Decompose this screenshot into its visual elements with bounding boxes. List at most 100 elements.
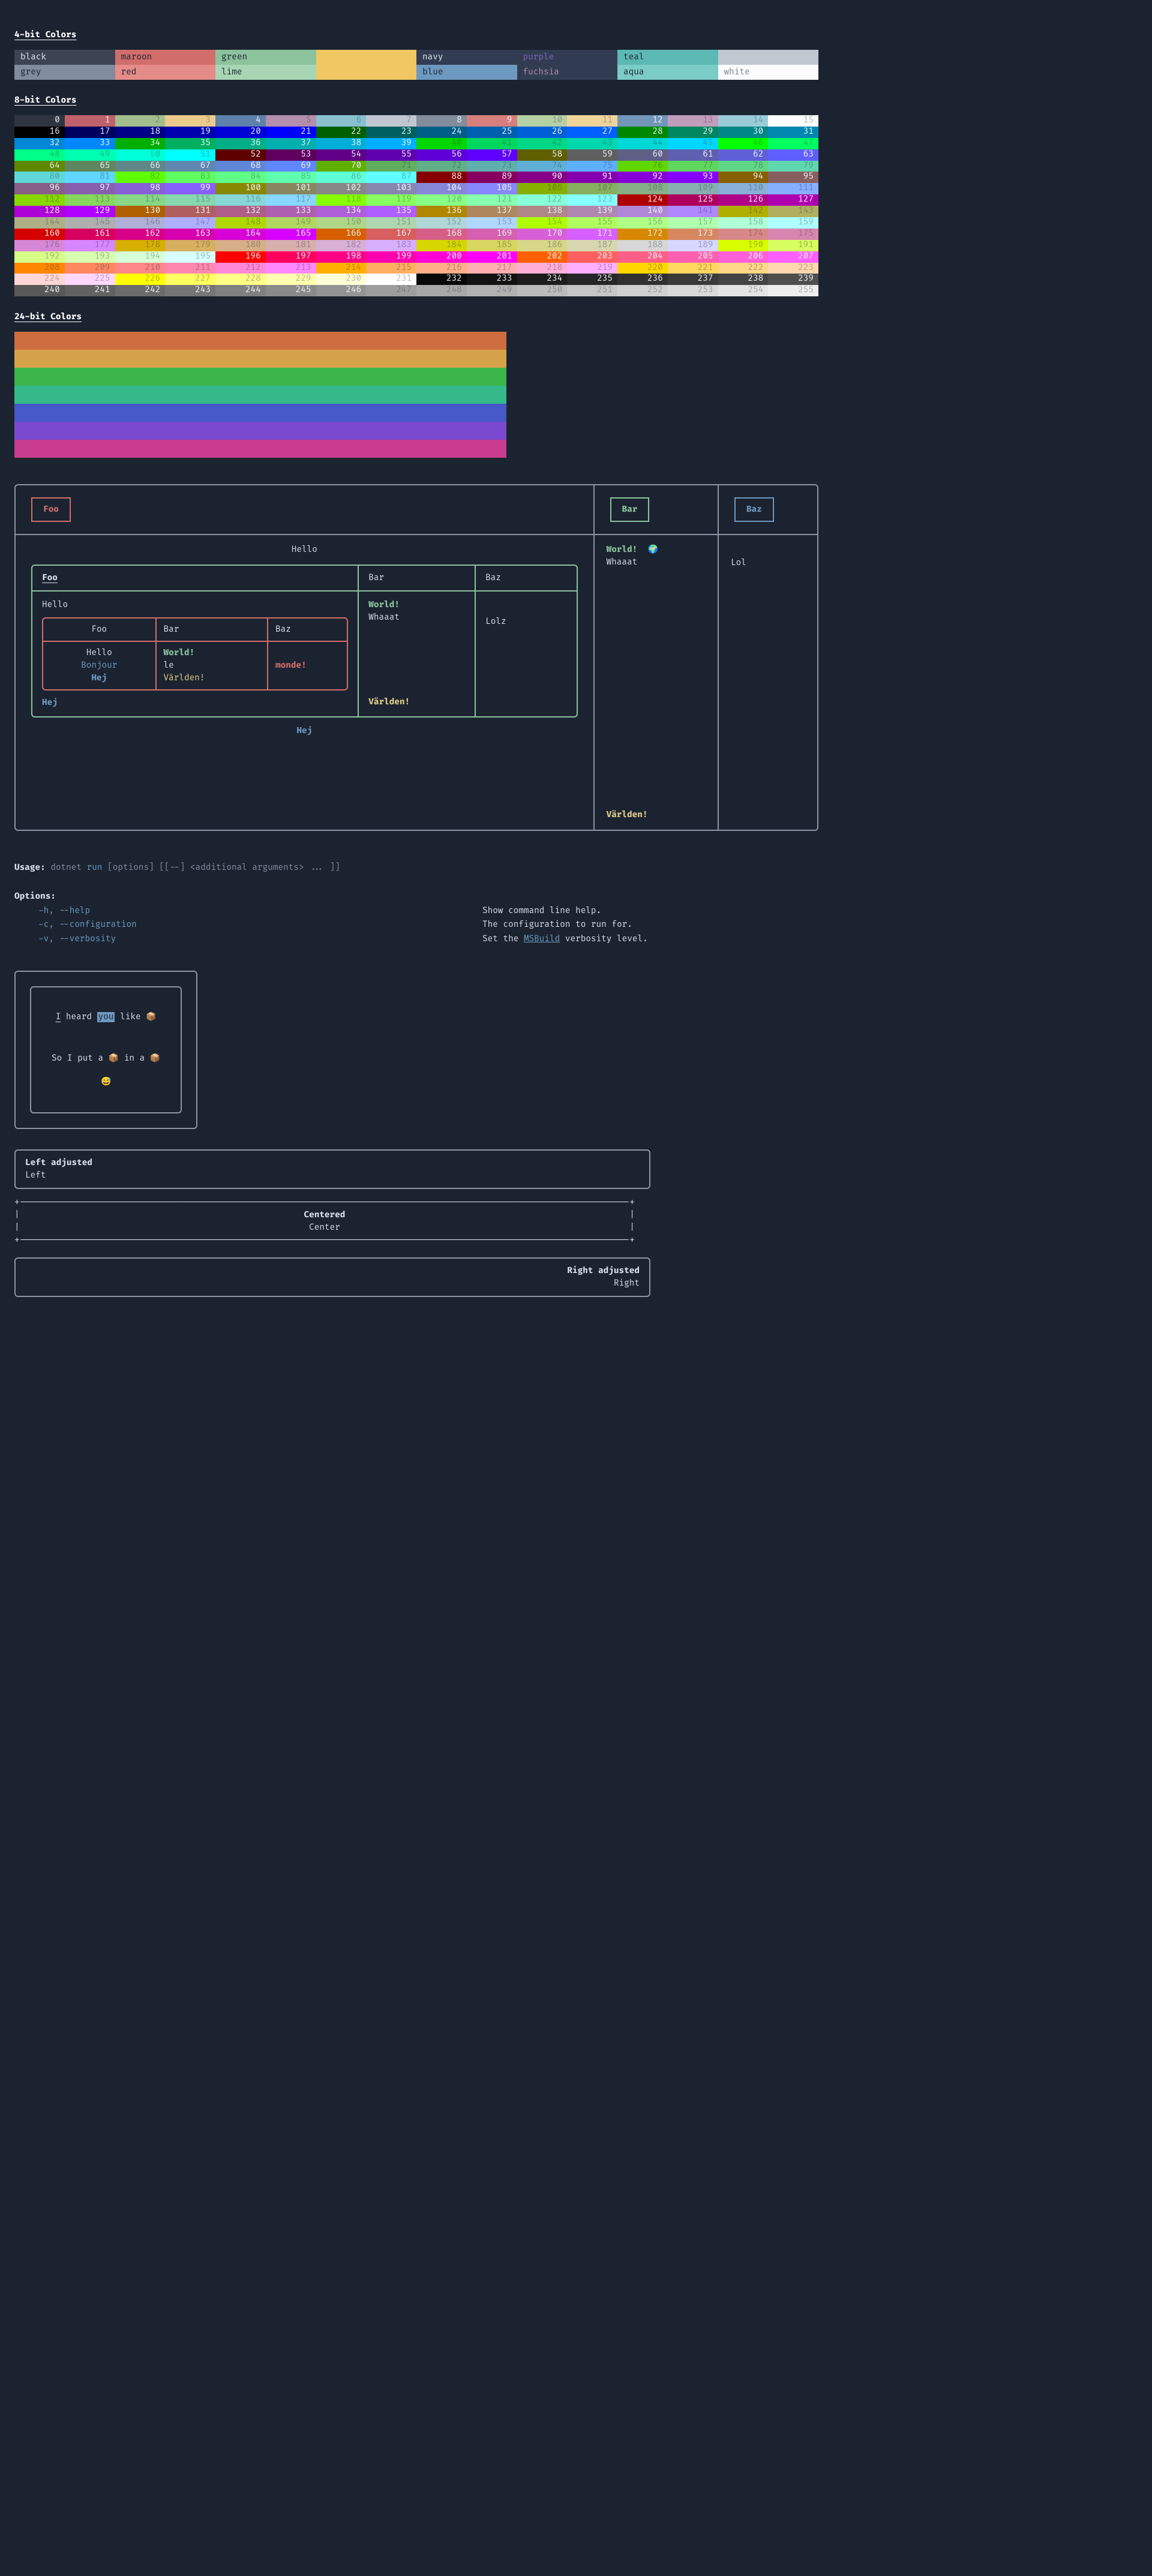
swatch-8bit: 29	[668, 127, 718, 138]
swatch-8bit: 223	[768, 263, 818, 274]
swatch-8bit: 54	[316, 149, 367, 161]
swatch-8bit: 135	[366, 206, 416, 217]
swatch-8bit: 125	[668, 194, 718, 206]
swatch-8bit: 208	[14, 263, 65, 274]
swatch-8bit: 59	[567, 149, 617, 161]
swatch-8bit: 210	[115, 263, 166, 274]
swatch-8bit: 179	[165, 240, 215, 251]
swatch-8bit: 85	[266, 172, 316, 183]
swatch-8bit: 177	[65, 240, 115, 251]
outer-whaaat: Whaaat	[607, 556, 706, 569]
swatch-8bit: 250	[517, 285, 568, 296]
swatch-8bit: 138	[517, 206, 568, 217]
stripe-24bit	[14, 368, 506, 386]
swatch-8bit: 116	[215, 194, 266, 206]
swatch-8bit: 128	[14, 206, 65, 217]
option-desc: The configuration to run for.	[482, 918, 632, 932]
swatch-8bit: 107	[567, 183, 617, 194]
swatch-8bit: 33	[65, 138, 115, 149]
swatch-8bit: 62	[718, 149, 769, 161]
swatch-8bit: 74	[517, 161, 568, 172]
swatch-8bit: 207	[768, 251, 818, 263]
swatch-8bit: 130	[115, 206, 166, 217]
swatch-8bit: 231	[366, 274, 416, 285]
swatch-8bit: 49	[65, 149, 115, 161]
swatch-8bit: 237	[668, 274, 718, 285]
swatch-8bit: 113	[65, 194, 115, 206]
swatch-8bit: 89	[467, 172, 517, 183]
swatch-4bit: black	[14, 50, 115, 65]
panel-you: you	[97, 1012, 115, 1022]
swatch-8bit: 209	[65, 263, 115, 274]
swatch-8bit: 230	[316, 274, 367, 285]
swatch-8bit: 136	[416, 206, 467, 217]
outer-table: Foo Bar Baz Hello Foo Bar Baz Hello	[14, 484, 818, 831]
swatch-8bit: 72	[416, 161, 467, 172]
swatch-8bit: 92	[617, 172, 668, 183]
red-c1-2: Hej	[50, 672, 148, 684]
swatch-8bit: 127	[768, 194, 818, 206]
swatch-8bit: 65	[65, 161, 115, 172]
swatch-8bit: 180	[215, 240, 266, 251]
swatch-8bit: 86	[316, 172, 367, 183]
swatch-8bit: 184	[416, 240, 467, 251]
swatch-8bit: 173	[668, 229, 718, 240]
swatch-8bit: 182	[316, 240, 367, 251]
swatch-8bit: 247	[366, 285, 416, 296]
red-header-bar: Bar	[164, 625, 179, 635]
swatch-8bit: 20	[215, 127, 266, 138]
panel-line2: So I put a 📦 in a 📦	[52, 1047, 160, 1070]
red-c2-0: World!	[164, 647, 260, 659]
stripe-24bit	[14, 332, 506, 350]
swatch-8bit: 58	[517, 149, 568, 161]
swatch-8bit: 161	[65, 229, 115, 240]
swatch-4bit: yellow	[316, 65, 417, 80]
swatch-8bit: 226	[115, 274, 166, 285]
swatch-8bit: 172	[617, 229, 668, 240]
swatch-8bit: 34	[115, 138, 166, 149]
panel-center: +---------------------------------------…	[14, 1196, 650, 1247]
swatch-8bit: 114	[115, 194, 166, 206]
swatch-8bit: 141	[668, 206, 718, 217]
sweat-smile-icon: 😅	[52, 1070, 160, 1094]
swatch-8bit: 103	[366, 183, 416, 194]
swatch-4bit: blue	[416, 65, 517, 80]
swatch-8bit: 198	[316, 251, 367, 263]
swatch-8bit: 126	[718, 194, 769, 206]
swatch-4bit: olive	[316, 50, 417, 65]
inner-whaaat: Whaaat	[368, 611, 465, 624]
usage-run: run	[87, 863, 103, 873]
swatch-8bit: 40	[416, 138, 467, 149]
inner-header-baz: Baz	[485, 573, 501, 583]
swatch-8bit: 225	[65, 274, 115, 285]
swatch-4bit: lime	[215, 65, 316, 80]
option-desc: Set the MSBuild verbosity level.	[482, 932, 648, 947]
swatch-8bit: 121	[467, 194, 517, 206]
swatch-8bit: 227	[165, 274, 215, 285]
inner-lolz: Lolz	[485, 616, 566, 628]
swatch-8bit: 56	[416, 149, 467, 161]
swatch-8bit: 205	[668, 251, 718, 263]
inner-world: World!	[368, 599, 465, 611]
inner-header-foo: Foo	[42, 573, 58, 583]
swatch-4bit: navy	[416, 50, 517, 65]
outer-world: World!	[607, 545, 638, 555]
swatch-8bit: 222	[718, 263, 769, 274]
swatch-8bit: 228	[215, 274, 266, 285]
swatch-8bit: 55	[366, 149, 416, 161]
swatch-8bit: 185	[467, 240, 517, 251]
swatch-8bit: 243	[165, 285, 215, 296]
swatch-8bit: 160	[14, 229, 65, 240]
swatch-8bit: 131	[165, 206, 215, 217]
swatch-8bit: 51	[165, 149, 215, 161]
swatch-8bit: 9	[467, 115, 517, 127]
swatch-8bit: 117	[266, 194, 316, 206]
header-bar: Bar	[610, 497, 650, 522]
swatch-8bit: 73	[467, 161, 517, 172]
swatch-8bit: 6	[316, 115, 367, 127]
swatch-8bit: 25	[467, 127, 517, 138]
swatch-8bit: 186	[517, 240, 568, 251]
swatch-8bit: 13	[668, 115, 718, 127]
swatch-8bit: 66	[115, 161, 166, 172]
option-flag: -c, --configuration	[14, 918, 482, 932]
